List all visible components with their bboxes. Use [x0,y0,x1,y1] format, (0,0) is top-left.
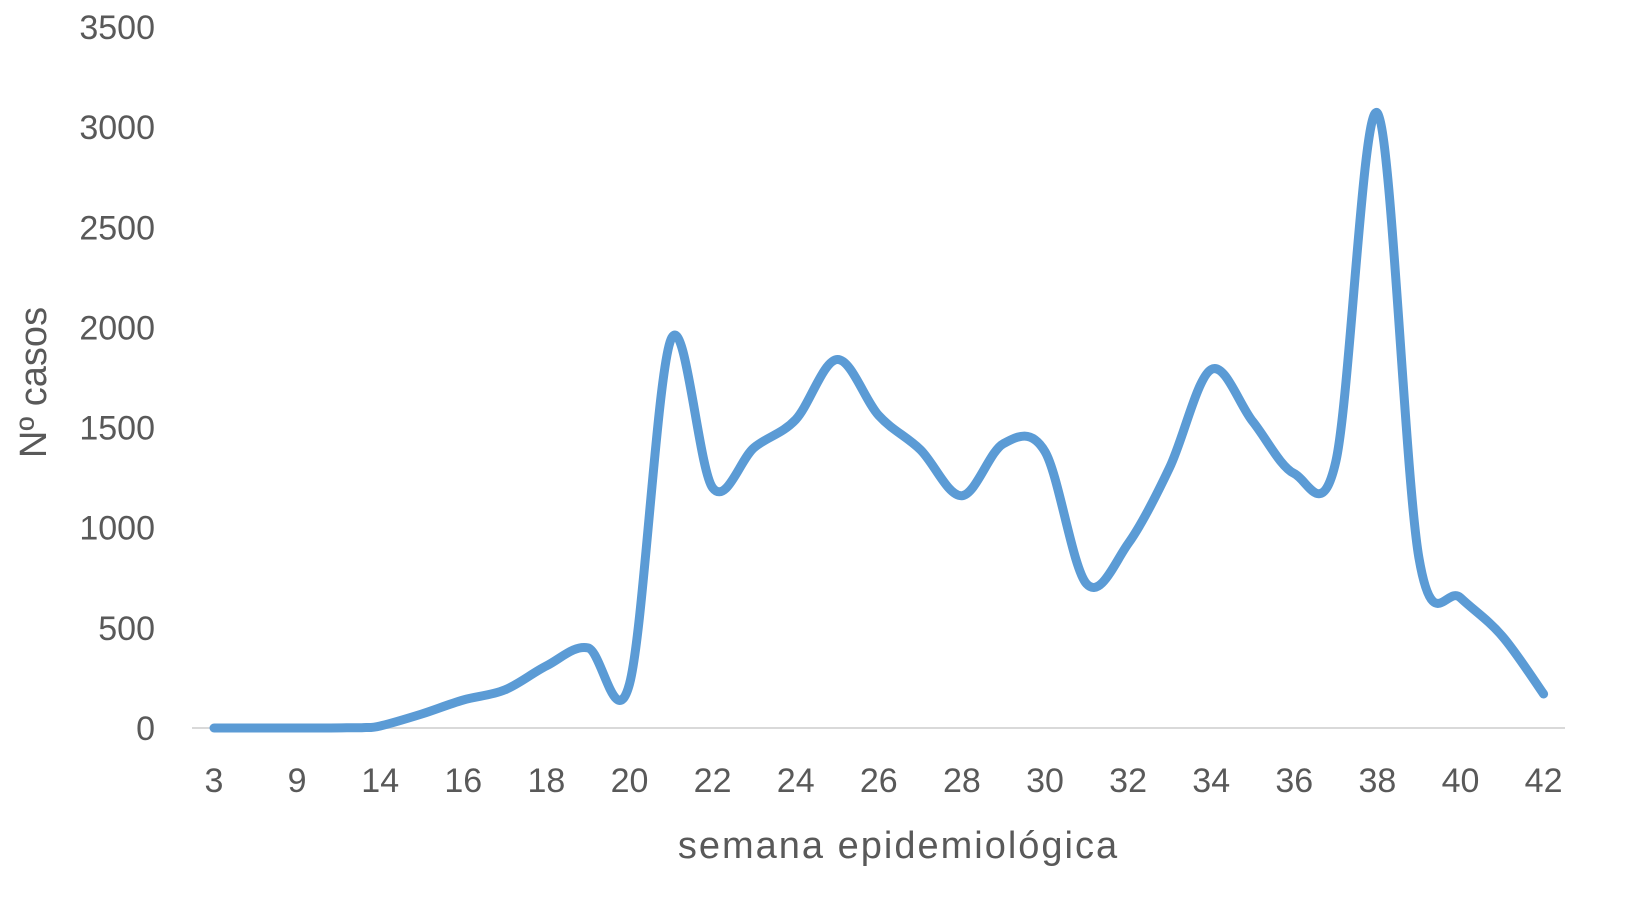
x-axis-tick-labels: 3 9 14 16 18 20 22 24 26 28 30 32 34 36 38 40 42 [205,762,1563,800]
y-tick-label: 1500 [79,410,155,448]
x-tick-label: 18 [527,762,565,800]
x-tick-label: 9 [288,762,307,800]
x-tick-label: 20 [611,762,649,800]
x-tick-label: 14 [361,762,399,800]
x-tick-label: 24 [777,762,815,800]
y-tick-label: 3500 [79,9,155,47]
x-tick-label: 34 [1192,762,1230,800]
x-tick-label: 38 [1358,762,1396,800]
y-tick-label: 3000 [79,109,155,147]
x-tick-label: 36 [1275,762,1313,800]
series-line [209,108,1549,733]
y-tick-label: 2500 [79,209,155,247]
y-tick-label: 2000 [79,309,155,347]
y-tick-label: 500 [98,610,155,648]
x-tick-label: 30 [1026,762,1064,800]
y-axis-title: Nº casos [13,307,55,458]
x-tick-label: 32 [1109,762,1147,800]
y-tick-label: 1000 [79,510,155,548]
x-tick-label: 16 [444,762,482,800]
x-tick-label: 22 [694,762,732,800]
y-axis-tick-labels: 0 500 1000 1500 2000 2500 3000 3500 [79,9,155,748]
x-tick-label: 40 [1442,762,1480,800]
x-tick-label: 42 [1525,762,1563,800]
x-tick-label: 3 [205,762,224,800]
x-tick-label: 26 [860,762,898,800]
x-tick-label: 28 [943,762,981,800]
x-axis-title: semana epidemiológica [678,825,1119,867]
y-tick-label: 0 [136,710,155,748]
